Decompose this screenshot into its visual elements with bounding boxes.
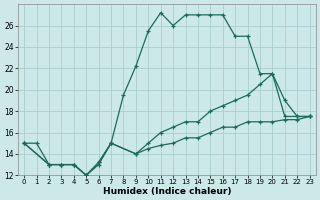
X-axis label: Humidex (Indice chaleur): Humidex (Indice chaleur) xyxy=(103,187,231,196)
